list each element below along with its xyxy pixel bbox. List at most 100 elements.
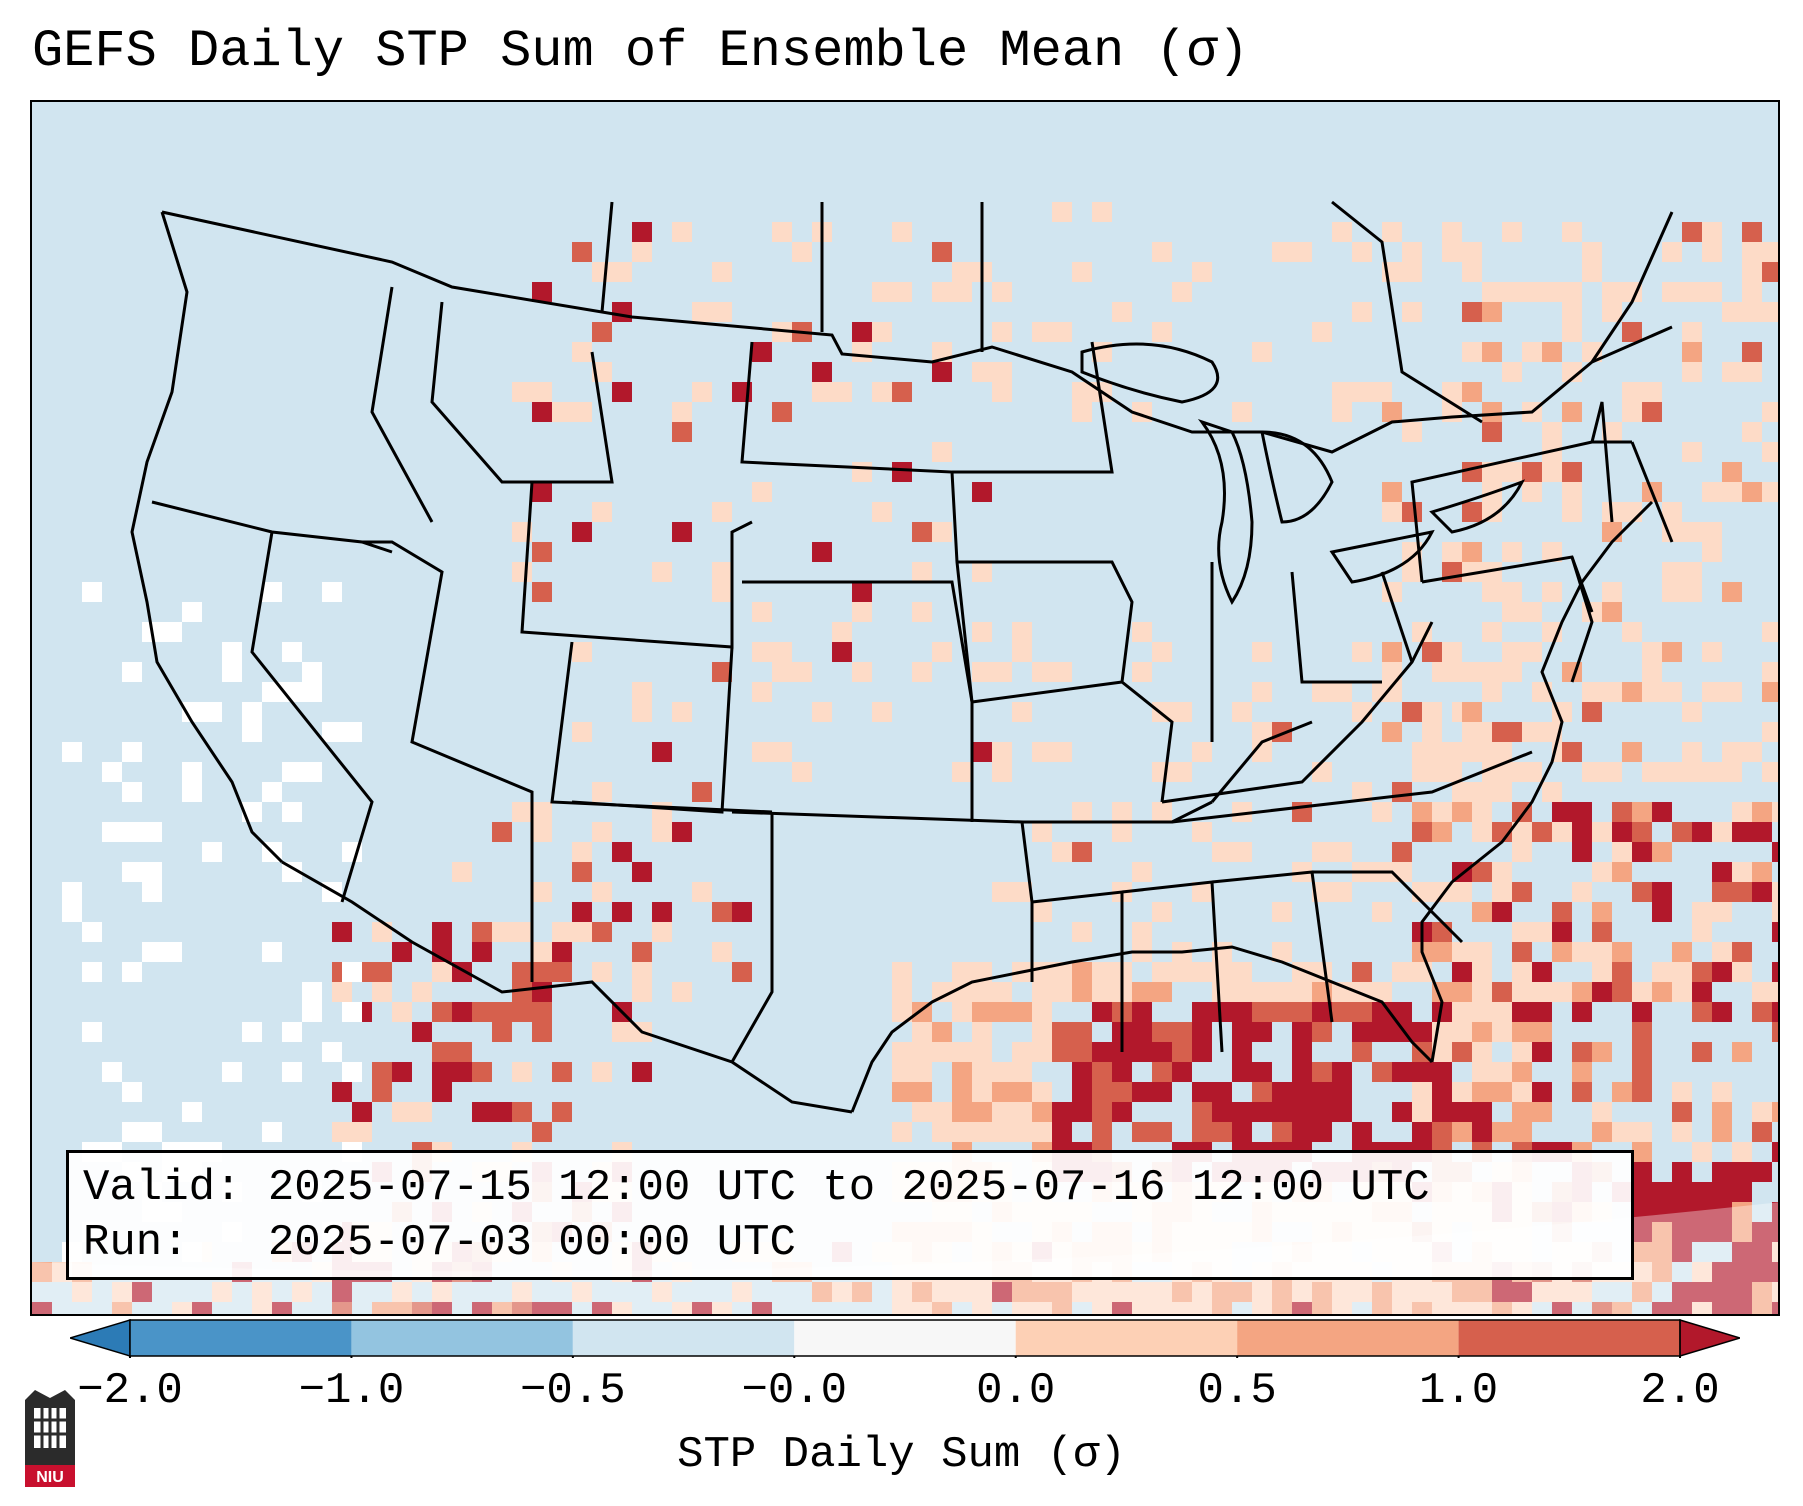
anomaly-cell (492, 1102, 512, 1122)
anomaly-cell (1452, 1082, 1472, 1102)
anomaly-cell (62, 882, 82, 902)
anomaly-cell (1562, 282, 1582, 302)
anomaly-cell (1332, 1002, 1352, 1022)
map-panel[interactable] (30, 100, 1780, 1316)
anomaly-cell (952, 1062, 972, 1082)
anomaly-cell (1452, 1122, 1472, 1142)
anomaly-cell (552, 1062, 572, 1082)
anomaly-cell (1092, 202, 1112, 222)
anomaly-cell (1742, 482, 1762, 502)
anomaly-cell (432, 922, 452, 942)
anomaly-cell (72, 1282, 92, 1302)
anomaly-cell (1232, 1002, 1252, 1022)
anomaly-cell (1152, 322, 1172, 342)
anomaly-cell (342, 1062, 362, 1082)
anomaly-cell (1732, 962, 1752, 982)
anomaly-cell (1372, 382, 1392, 402)
anomaly-cell (392, 942, 412, 962)
anomaly-cell (892, 1062, 912, 1082)
anomaly-cell (632, 962, 652, 982)
anomaly-cell (1772, 842, 1778, 862)
anomaly-cell (1412, 1302, 1432, 1314)
anomaly-cell (112, 1282, 132, 1302)
anomaly-cell (1482, 662, 1502, 682)
anomaly-cell (1132, 922, 1152, 942)
anomaly-cell (1312, 322, 1332, 342)
anomaly-cell (1512, 1062, 1532, 1082)
anomaly-cell (1572, 842, 1592, 862)
anomaly-cell (572, 642, 592, 662)
anomaly-cell (972, 982, 992, 1002)
anomaly-cell (62, 742, 82, 762)
anomaly-cell (1132, 1122, 1152, 1142)
anomaly-cell (592, 262, 612, 282)
anomaly-cell (692, 382, 712, 402)
anomaly-cell (1512, 1102, 1532, 1122)
anomaly-cell (592, 502, 612, 522)
anomaly-cell (1552, 942, 1572, 962)
anomaly-cell (1562, 362, 1582, 382)
anomaly-cell (1502, 602, 1522, 622)
anomaly-cell (1632, 1142, 1652, 1162)
anomaly-cell (532, 982, 552, 1002)
anomaly-cell (1452, 982, 1472, 1002)
anomaly-cell (712, 662, 732, 682)
anomaly-cell (1772, 802, 1778, 822)
anomaly-cell (1312, 842, 1332, 862)
colorbar-extend-low (67, 1318, 131, 1358)
niu-logo-icon: NIU (20, 1390, 80, 1495)
map-canvas (32, 102, 1778, 1314)
anomaly-cell (1672, 1242, 1692, 1262)
anomaly-cell (1112, 1062, 1132, 1082)
anomaly-cell (792, 662, 812, 682)
anomaly-cell (1552, 1302, 1572, 1314)
anomaly-cell (1682, 522, 1702, 542)
anomaly-cell (632, 702, 652, 722)
anomaly-cell (1582, 682, 1602, 702)
anomaly-cell (1132, 662, 1152, 682)
anomaly-cell (1052, 742, 1072, 762)
anomaly-cell (632, 242, 652, 262)
anomaly-cell (1292, 1042, 1312, 1062)
anomaly-cell (1732, 1222, 1752, 1242)
anomaly-cell (712, 942, 732, 962)
anomaly-cell (1472, 962, 1492, 982)
anomaly-cell (1762, 622, 1778, 642)
valid-value: 2025-07-15 12:00 UTC to 2025-07-16 12:00… (267, 1163, 1430, 1213)
anomaly-cell (262, 942, 282, 962)
anomaly-cell (1352, 782, 1372, 802)
anomaly-cell (1532, 962, 1552, 982)
anomaly-cell (992, 1002, 1012, 1022)
anomaly-cell (1632, 802, 1652, 822)
anomaly-cell (1492, 1082, 1512, 1102)
anomaly-cell (1682, 282, 1702, 302)
anomaly-cell (512, 562, 532, 582)
anomaly-cell (532, 942, 552, 962)
anomaly-cell (122, 822, 142, 842)
anomaly-cell (612, 1302, 632, 1314)
anomaly-cell (1502, 642, 1522, 662)
anomaly-cell (1682, 742, 1702, 762)
anomaly-cell (1752, 1222, 1772, 1242)
anomaly-cell (1472, 1282, 1492, 1302)
anomaly-cell (1152, 242, 1172, 262)
anomaly-cell (1712, 962, 1732, 982)
anomaly-cell (852, 582, 872, 602)
anomaly-cell (1572, 802, 1592, 822)
anomaly-cell (302, 982, 322, 1002)
anomaly-cell (1402, 702, 1422, 722)
anomaly-cell (322, 1042, 342, 1062)
anomaly-cell (672, 222, 692, 242)
anomaly-cell (1772, 1022, 1778, 1042)
anomaly-cell (632, 222, 652, 242)
anomaly-cell (1032, 982, 1052, 1002)
anomaly-cell (712, 1302, 732, 1314)
anomaly-cell (1672, 1122, 1692, 1142)
anomaly-cell (1522, 342, 1542, 362)
anomaly-cell (1512, 942, 1532, 962)
anomaly-cell (1402, 302, 1422, 322)
anomaly-cell (1472, 1022, 1492, 1042)
anomaly-cell (122, 1082, 142, 1102)
anomaly-cell (772, 222, 792, 242)
anomaly-cell (892, 1282, 912, 1302)
